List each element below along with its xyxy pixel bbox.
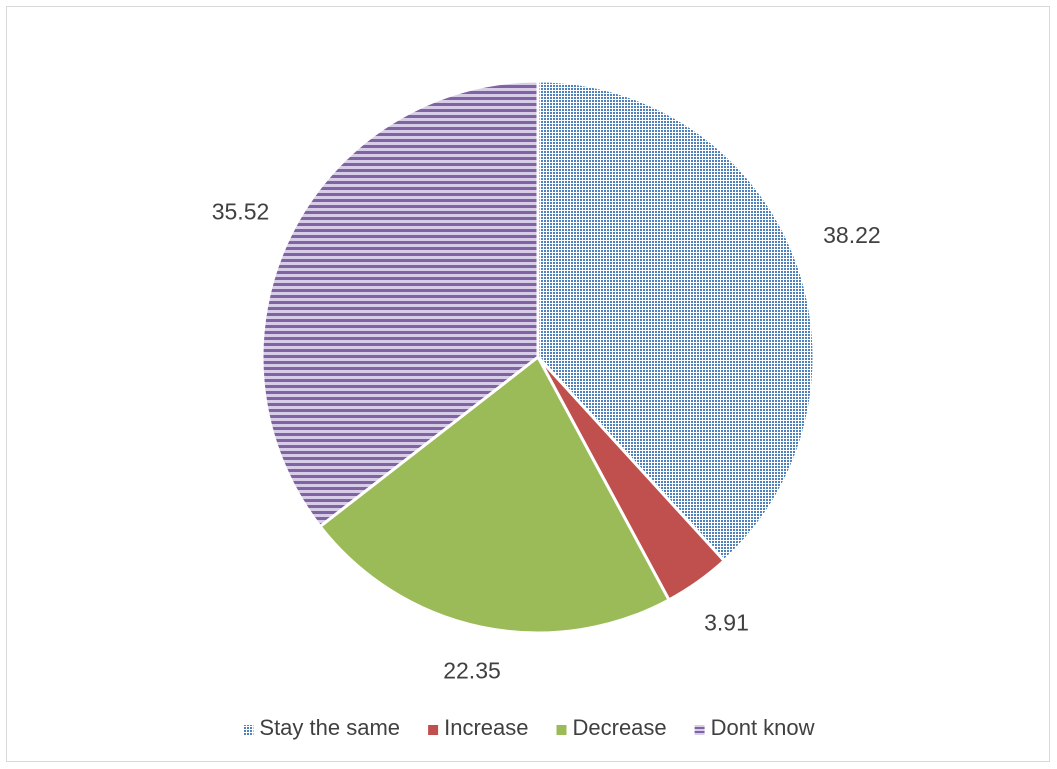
pie-chart: 38.22 3.91 22.35 35.52 Stay the same Increas… xyxy=(212,79,881,740)
legend-item-decrease: Decrease xyxy=(556,715,667,740)
legend-item-increase: Increase xyxy=(428,715,528,740)
pie-slice-stay-the-same xyxy=(536,79,816,563)
pie-slices xyxy=(260,79,816,635)
legend-item-dont-know: Dont know xyxy=(694,715,815,740)
pie-slice-decrease xyxy=(318,355,671,635)
data-label-dont-know: 35.52 xyxy=(212,199,270,225)
legend-label-decrease: Decrease xyxy=(573,715,667,740)
legend-label-increase: Increase xyxy=(444,715,528,740)
pie-slice-dont-know xyxy=(260,79,540,528)
legend-swatch-decrease xyxy=(556,725,567,735)
legend: Stay the same Increase Decrease Dont know xyxy=(243,715,815,740)
legend-label-dont-know: Dont know xyxy=(711,715,815,740)
data-label-increase: 3.91 xyxy=(704,610,749,636)
legend-swatch-dont-know xyxy=(694,725,705,735)
legend-item-stay-the-same: Stay the same xyxy=(243,715,400,740)
data-label-stay-the-same: 38.22 xyxy=(823,222,881,248)
data-label-decrease: 22.35 xyxy=(443,657,501,683)
legend-swatch-stay-the-same xyxy=(243,725,254,735)
legend-swatch-increase xyxy=(428,725,439,735)
data-labels: 38.22 3.91 22.35 35.52 xyxy=(212,199,881,684)
legend-label-stay-the-same: Stay the same xyxy=(259,715,400,740)
chart-frame: 38.22 3.91 22.35 35.52 Stay the same Increas… xyxy=(6,6,1050,762)
